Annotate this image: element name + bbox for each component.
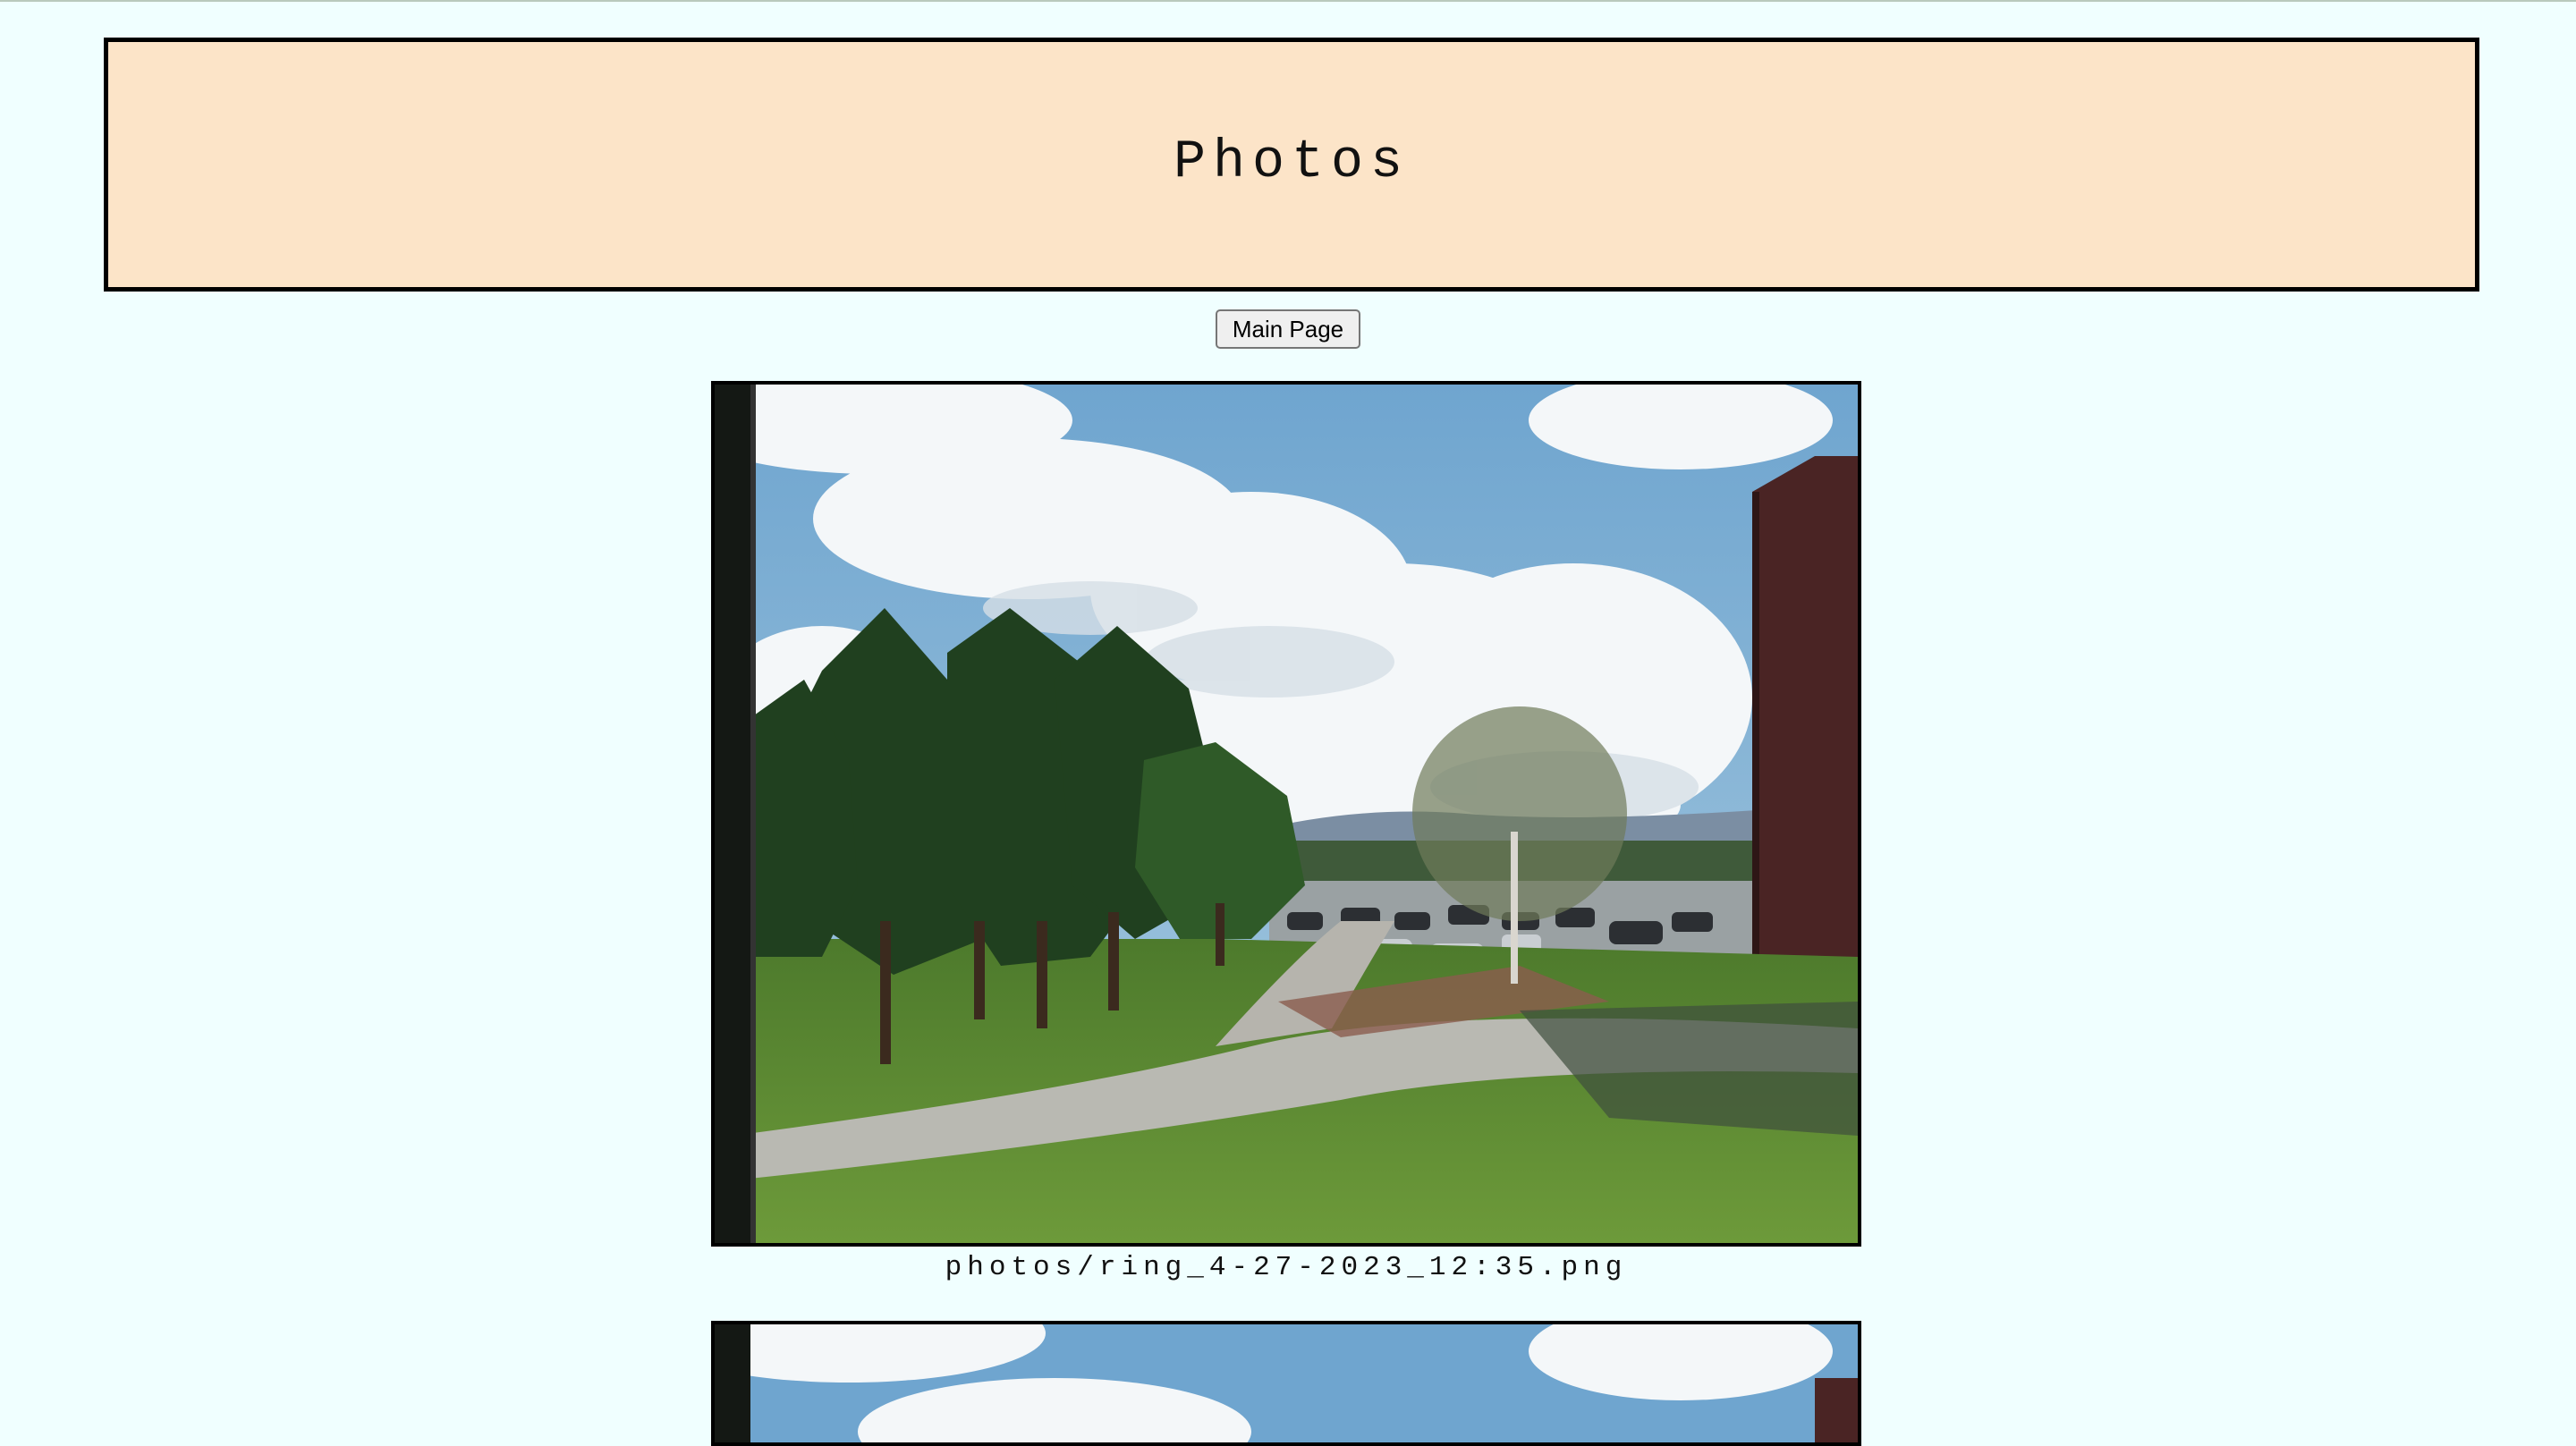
page-title: Photos (1173, 132, 1411, 193)
page-header: Photos (104, 38, 2479, 292)
photo-frame (711, 1321, 1861, 1446)
photo-image (715, 385, 1858, 1243)
photo-caption: photos/ring_4-27-2023_12:35.png (945, 1252, 1628, 1283)
main-page-button[interactable]: Main Page (1216, 309, 1360, 349)
photo-image (715, 1324, 1858, 1442)
photo-frame (711, 381, 1861, 1247)
top-rule (0, 0, 2576, 2)
